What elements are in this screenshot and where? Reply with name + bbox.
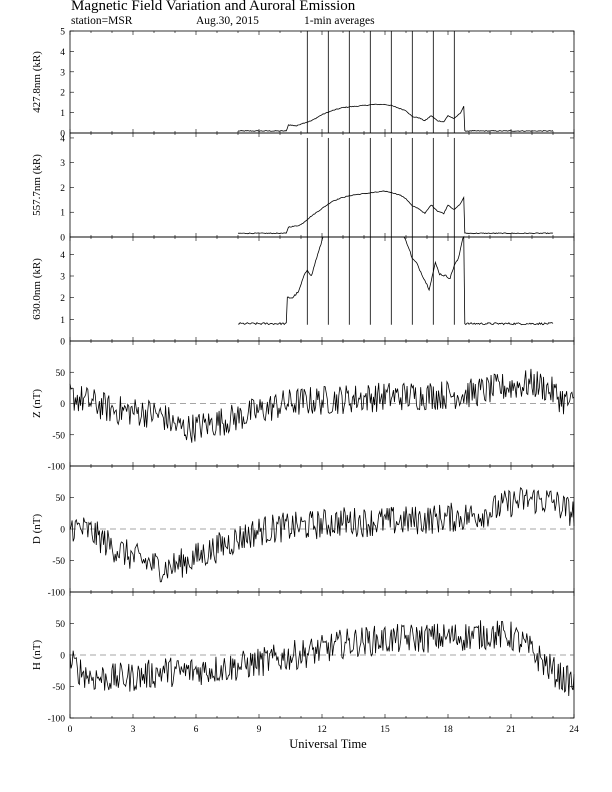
panel-frame — [69, 30, 575, 134]
date-label: Aug.30, 2015 — [196, 15, 259, 27]
x-axis-label: Universal Time — [289, 737, 367, 751]
series-line-p5577 — [237, 190, 554, 235]
y-tick-label: -100 — [48, 463, 66, 473]
y-tick-label: 3 — [60, 159, 65, 169]
y-tick-label: 1 — [60, 209, 65, 219]
averaging-label: 1-min averages — [304, 15, 375, 27]
y-tick-label: 50 — [56, 369, 66, 379]
y-tick-label: 0 — [60, 526, 65, 536]
y-tick-label: -100 — [48, 715, 66, 725]
y-tick-label: 0 — [60, 400, 65, 410]
station-label: station=MSR — [71, 15, 133, 27]
series-line-pd — [69, 487, 575, 583]
y-tick-label: 0 — [60, 652, 65, 662]
y-tick-label: 4 — [60, 48, 65, 58]
y-axis-label-p4278: 427.8nm (kR) — [31, 51, 43, 113]
x-tick-label: 15 — [380, 725, 390, 735]
y-tick-label: 4 — [60, 251, 65, 261]
y-tick-label: -50 — [52, 683, 65, 693]
y-tick-label: 3 — [60, 68, 65, 78]
series-line-p4278 — [237, 103, 554, 132]
x-tick-label: 21 — [506, 725, 516, 735]
y-tick-label: -50 — [52, 557, 65, 567]
x-tick-label: 3 — [131, 725, 136, 735]
y-tick-label: -100 — [48, 589, 66, 599]
panel-p6300: 0 1 2 3 4 630.0nm (kR) — [31, 235, 575, 348]
panel-p4278: 0 1 2 3 4 5 427.8nm (kR) — [31, 28, 575, 140]
panel-frame — [69, 236, 575, 342]
y-axis-label-pd: D (nT) — [31, 514, 43, 545]
y-tick-label: 3 — [60, 273, 65, 283]
panel-pd: -100 -50 0 50 D (nT) — [31, 465, 575, 599]
panel-p5577: 0 1 2 3 4 557.7nm (kR) — [31, 132, 575, 244]
x-tick-label: 6 — [194, 725, 199, 735]
y-tick-label: 4 — [60, 134, 65, 144]
y-tick-label: 0 — [60, 338, 65, 348]
y-axis-label-p5577: 557.7nm (kR) — [31, 154, 43, 216]
x-tick-label: 12 — [317, 725, 327, 735]
x-tick-label: 0 — [68, 725, 73, 735]
series-line-pz — [69, 368, 575, 443]
panel-ph: -100 -50 0 50 H (nT) — [31, 591, 575, 725]
y-axis-label-pz: Z (nT) — [31, 389, 43, 418]
x-tick-label: 24 — [569, 725, 579, 735]
y-tick-label: 1 — [60, 316, 65, 326]
x-tick-label: 18 — [443, 725, 453, 735]
y-tick-label: 0 — [60, 234, 65, 244]
y-tick-label: 1 — [60, 109, 65, 119]
y-axis-label-ph: H (nT) — [31, 640, 43, 671]
y-tick-label: 50 — [56, 494, 66, 504]
y-tick-label: 50 — [56, 620, 66, 630]
panel-pz: -100 -50 0 50 Z (nT) — [31, 340, 575, 473]
x-tick-label: 9 — [257, 725, 262, 735]
figure-title: Magnetic Field Variation and Auroral Emi… — [71, 0, 356, 14]
y-tick-label: 2 — [60, 184, 65, 194]
y-tick-label: 5 — [60, 28, 65, 38]
panel-frame — [69, 132, 575, 238]
y-tick-label: 0 — [60, 130, 65, 140]
series-line-ph — [69, 620, 575, 697]
y-tick-label: 2 — [60, 89, 65, 99]
series-line-p6300 — [237, 235, 554, 326]
y-axis-label-p6300: 630.0nm (kR) — [31, 258, 43, 320]
y-tick-label: -50 — [52, 431, 65, 441]
y-tick-label: 2 — [60, 294, 65, 304]
